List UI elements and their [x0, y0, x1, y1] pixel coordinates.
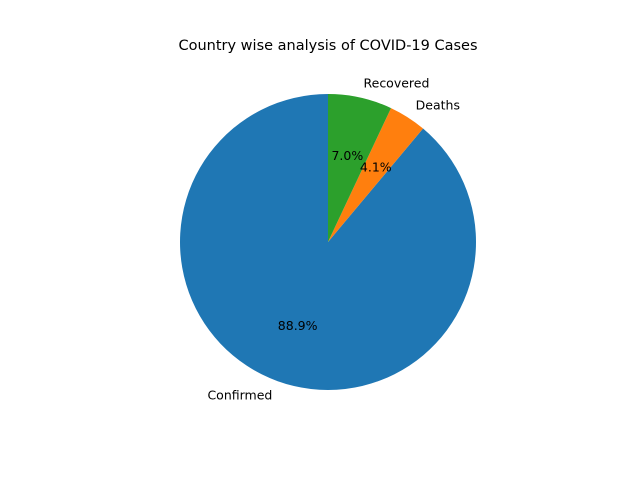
- pie-slice-recovered: [328, 94, 392, 242]
- slice-label-deaths: Deaths: [416, 97, 460, 112]
- pct-label-deaths: 4.1%: [360, 160, 392, 175]
- slice-label-confirmed: Confirmed: [207, 388, 272, 403]
- slices-layer: [180, 94, 477, 390]
- chart-title: Country wise analysis of COVID-19 Cases: [178, 38, 477, 54]
- pie-slice-confirmed: [180, 94, 477, 390]
- labels-layer: Confirmed 88.9% Deaths 4.1% Recovered 7.0%: [207, 76, 460, 403]
- slice-label-recovered: Recovered: [364, 76, 430, 91]
- pct-label-recovered: 7.0%: [331, 148, 363, 163]
- pie-slice-deaths: [328, 108, 424, 242]
- pct-label-confirmed: 88.9%: [278, 318, 318, 333]
